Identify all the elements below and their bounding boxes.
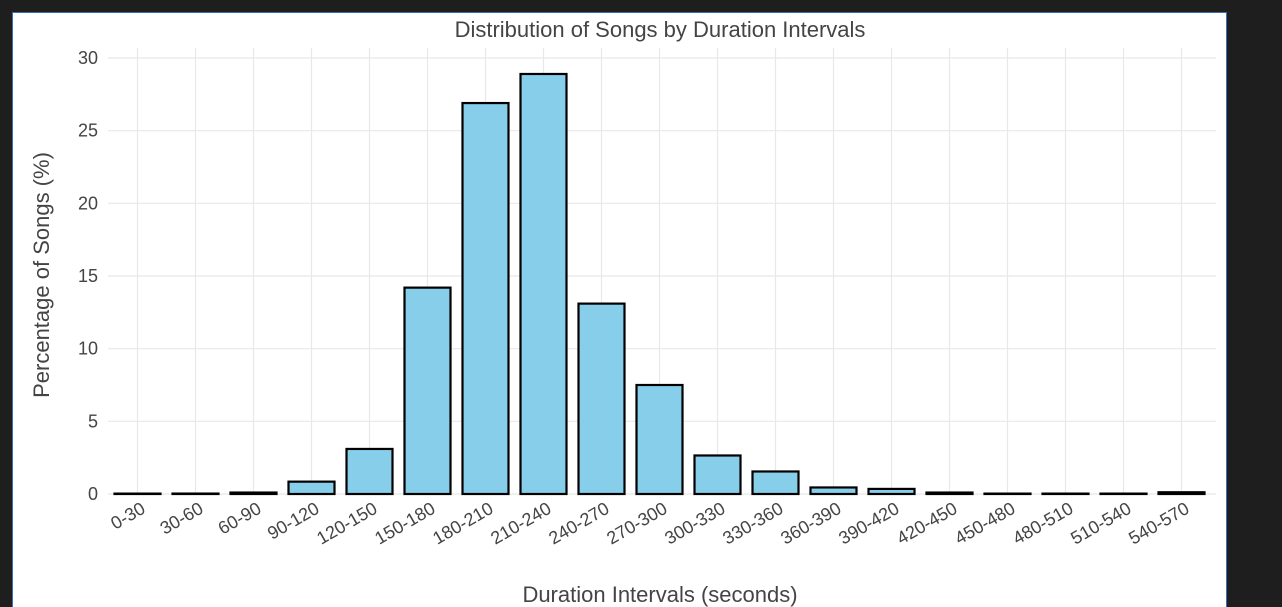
y-tick-label: 30 — [78, 48, 98, 68]
x-tick-label: 60-90 — [215, 498, 265, 538]
x-tick-label: 300-330 — [661, 498, 728, 548]
x-tick-label: 480-510 — [1009, 498, 1076, 548]
bar-420-450 — [925, 491, 974, 496]
bar-90-120 — [287, 480, 336, 496]
bar-330-360 — [751, 470, 800, 496]
x-tick-label: 420-450 — [893, 498, 960, 548]
bar-150-180 — [403, 286, 452, 496]
y-tick-label: 20 — [78, 193, 98, 213]
x-tick-label: 120-150 — [313, 498, 380, 548]
x-tick-label: 510-540 — [1067, 498, 1134, 548]
y-ticks-group: 0 5 10 15 20 25 30 — [78, 48, 98, 504]
x-tick-label: 540-570 — [1125, 498, 1192, 548]
x-tick-label: 210-240 — [487, 498, 554, 548]
bar-270-300 — [635, 383, 684, 496]
y-tick-label: 10 — [78, 339, 98, 359]
x-tick-label: 330-360 — [719, 498, 786, 548]
y-tick-label: 5 — [88, 411, 98, 431]
x-tick-label: 150-180 — [371, 498, 438, 548]
panel-edge — [1226, 12, 1227, 607]
x-tick-label: 450-480 — [951, 498, 1018, 548]
x-tick-label: 390-420 — [835, 498, 902, 548]
bar-300-330 — [693, 454, 742, 496]
x-tick-label: 90-120 — [264, 498, 323, 543]
x-tick-label: 0-30 — [107, 498, 148, 533]
x-tick-label: 360-390 — [777, 498, 844, 548]
bar-360-390 — [809, 486, 858, 496]
x-tick-label: 240-270 — [545, 498, 612, 548]
chart-title: Distribution of Songs by Duration Interv… — [455, 17, 866, 42]
bar-180-210 — [461, 101, 510, 496]
y-axis-title: Percentage of Songs (%) — [29, 152, 54, 398]
bar-210-240 — [519, 72, 568, 496]
x-axis-title: Duration Intervals (seconds) — [522, 582, 797, 607]
x-tick-label: 180-210 — [429, 498, 496, 548]
bar-60-90 — [229, 491, 278, 496]
y-tick-label: 15 — [78, 266, 98, 286]
bar-120-150 — [345, 447, 394, 496]
x-tick-label: 270-300 — [603, 498, 670, 548]
bar-390-420 — [867, 487, 916, 496]
x-tick-label: 30-60 — [157, 498, 207, 538]
y-tick-label: 0 — [88, 484, 98, 504]
bars-group — [113, 72, 1206, 496]
bar-240-270 — [577, 302, 626, 496]
y-tick-label: 25 — [78, 121, 98, 141]
x-ticks-group: 0-30 30-60 60-90 90-120120-150150-180180-21… — [107, 498, 1192, 548]
bar-540-570 — [1157, 491, 1206, 496]
